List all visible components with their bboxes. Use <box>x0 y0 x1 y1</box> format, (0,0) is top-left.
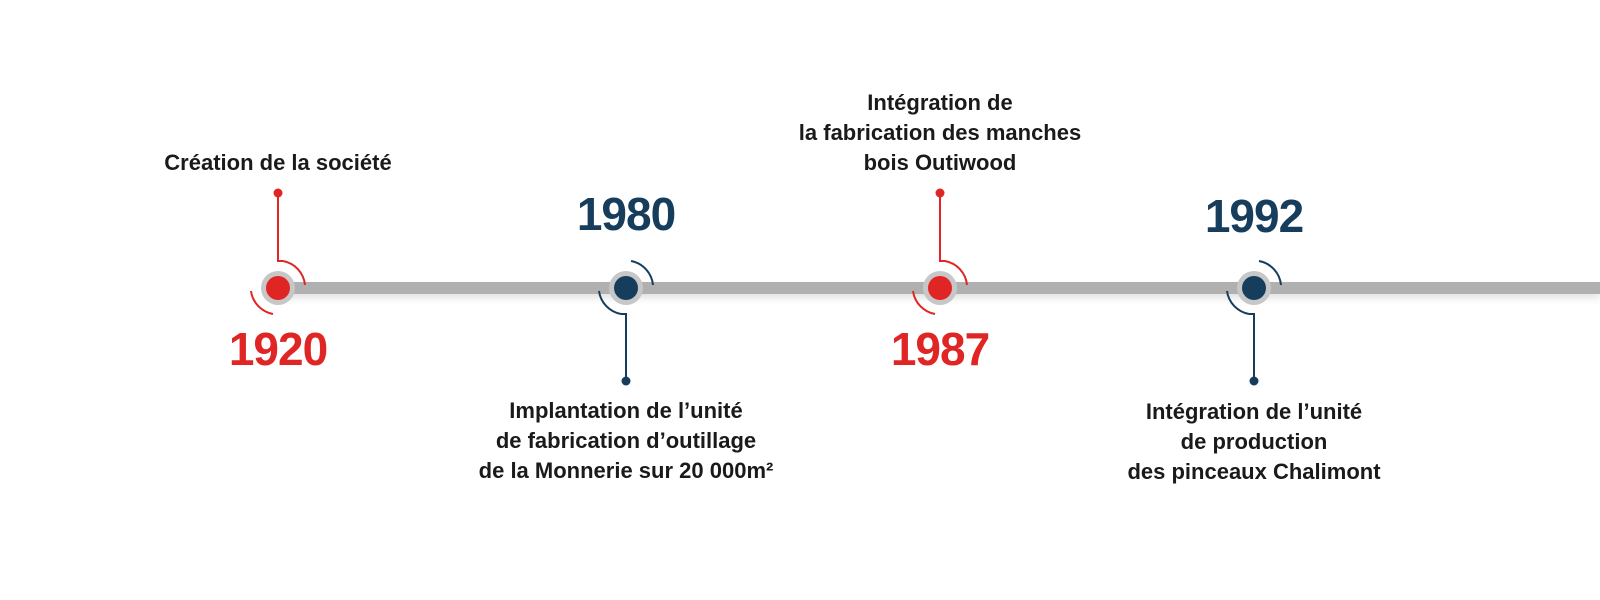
connector-dot-icon <box>1249 376 1259 386</box>
timeline-track <box>278 282 1600 294</box>
connector-line <box>621 313 627 381</box>
connector-line <box>277 193 283 262</box>
arc-bottom-icon <box>598 290 622 315</box>
connector-dot-icon <box>621 376 631 386</box>
event-label: Intégration de l’unité de production des… <box>1127 399 1381 484</box>
arc-bottom-icon <box>912 290 936 315</box>
event-year: 1992 <box>1204 190 1304 242</box>
event-year: 1920 <box>228 323 328 375</box>
event-year: 1987 <box>890 323 990 375</box>
arc-bottom-icon <box>1226 290 1250 315</box>
event-label: Création de la société <box>164 150 392 175</box>
connector-dot-icon <box>273 188 283 198</box>
connector-dot-icon <box>935 188 945 198</box>
connector-line <box>1249 313 1255 381</box>
event-label: Implantation de l’unité de fabrication d… <box>478 398 774 483</box>
event-year: 1980 <box>576 188 676 240</box>
arc-bottom-icon <box>250 290 274 315</box>
connector-line <box>939 193 945 262</box>
event-label: Intégration de la fabrication des manche… <box>798 90 1082 175</box>
